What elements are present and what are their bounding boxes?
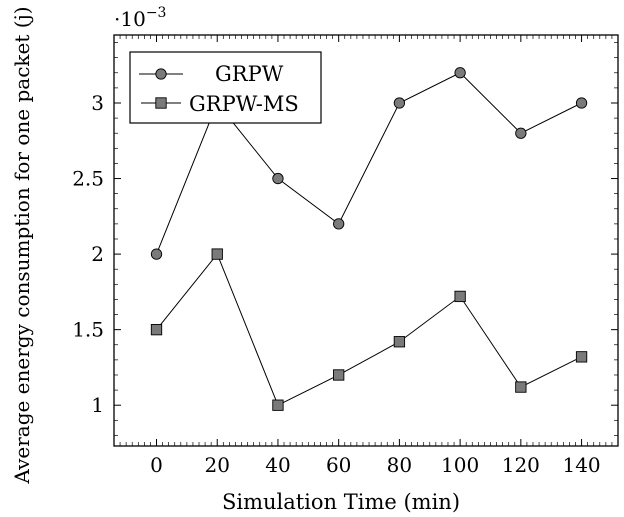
x-tick-label: 100 [441, 453, 479, 477]
data-point-grpw [150, 248, 163, 260]
data-point-grpw-ms [393, 336, 406, 348]
y-tick-label: 1.5 [72, 318, 104, 342]
x-tick-label: 40 [265, 453, 290, 477]
x-tick-label: 20 [205, 453, 230, 477]
legend-label-grpw: GRPW [215, 62, 284, 86]
data-point-grpw [393, 97, 406, 109]
data-point-grpw-ms [150, 324, 163, 336]
data-point-grpw-ms [211, 248, 223, 260]
data-point-grpw [454, 67, 466, 79]
data-point-grpw [575, 97, 588, 109]
legend-marker-grpw [155, 68, 167, 80]
legend-box [129, 51, 322, 124]
x-tick-label: 80 [387, 453, 412, 477]
x-tick-label: 120 [502, 453, 540, 477]
series-line-grpw-ms [156, 253, 582, 406]
y-tick-label: 1 [91, 393, 104, 417]
data-point-grpw-ms [575, 351, 588, 363]
data-point-grpw [272, 172, 284, 185]
data-point-grpw-ms [333, 369, 345, 381]
legend-label-grpw-ms: GRPW-MS [189, 92, 299, 116]
data-point-grpw-ms [515, 381, 527, 393]
x-tick-label: 0 [150, 453, 163, 477]
y-tick-label: 2.5 [72, 167, 104, 191]
data-point-grpw [515, 127, 527, 139]
legend-marker-grpw-ms [155, 97, 167, 109]
y-tick-label: 3 [91, 91, 104, 115]
x-tick-label: 140 [562, 453, 600, 477]
data-point-grpw [333, 218, 345, 230]
y-axis-multiplier: ·10−3 [114, 5, 166, 31]
x-axis-label: Simulation Time (min) [222, 490, 460, 514]
data-point-grpw-ms [454, 290, 466, 303]
axes: 0 20 40 60 80 100 120 140 1 1.5 2 2.5 3 [72, 34, 619, 477]
plot-frame [113, 34, 619, 447]
y-tick-label: 2 [91, 242, 104, 266]
y-axis-label: Average energy consumption for one packe… [10, 6, 34, 484]
x-tick-label: 60 [326, 453, 351, 477]
data-point-grpw-ms [272, 399, 284, 411]
legend: GRPW GRPW-MS [129, 51, 322, 124]
